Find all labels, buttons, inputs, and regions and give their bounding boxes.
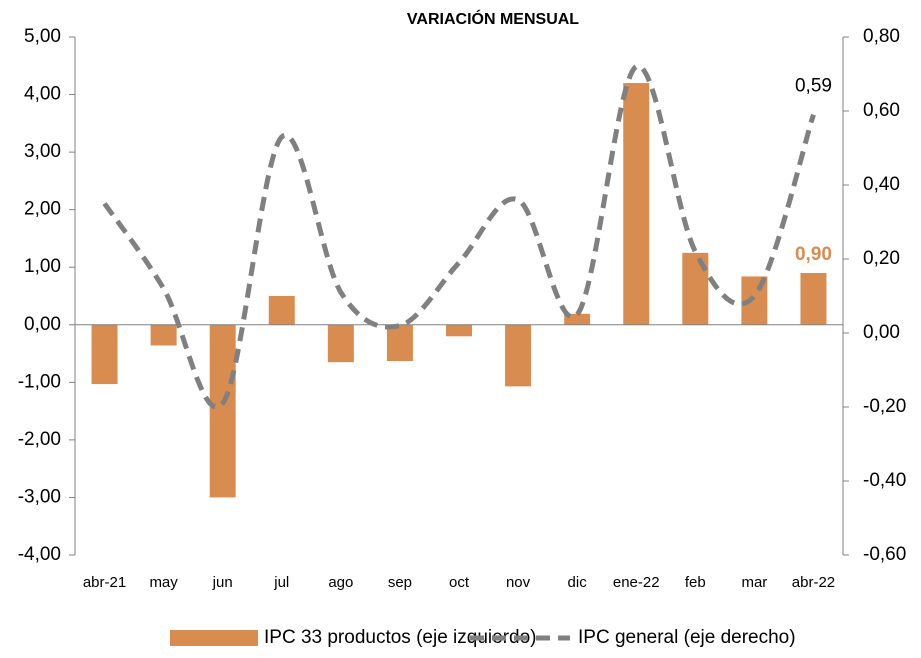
- x-tick-label: mar: [741, 574, 767, 591]
- y2-tick-label: -0,20: [863, 396, 906, 417]
- bar: [446, 324, 472, 337]
- y-tick-label: -4,00: [18, 544, 61, 565]
- x-tick-label: may: [149, 574, 178, 591]
- y-tick-label: 5,00: [24, 26, 61, 47]
- y-tick-label: 1,00: [24, 256, 61, 277]
- x-tick-label: jul: [273, 574, 289, 591]
- x-tick-label: abr-21: [83, 574, 126, 591]
- legend-label: IPC general (eje derecho): [578, 627, 796, 648]
- x-tick-label: oct: [449, 574, 470, 591]
- y-tick-label: 4,00: [24, 84, 61, 105]
- y-tick-label: -2,00: [18, 429, 61, 450]
- y2-tick-label: 0,40: [863, 174, 900, 195]
- y-tick-label: 3,00: [24, 141, 61, 162]
- y-tick-label: -3,00: [18, 486, 61, 507]
- y-tick-label: 2,00: [24, 199, 61, 220]
- bar: [268, 296, 295, 325]
- bar: [150, 324, 177, 346]
- y2-tick-label: -0,60: [863, 544, 906, 565]
- y2-tick-label: 0,60: [863, 100, 900, 121]
- x-tick-label: sep: [388, 574, 412, 591]
- y2-tick-label: 0,80: [863, 26, 900, 47]
- x-tick-label: abr-22: [792, 574, 835, 591]
- x-tick-label: ago: [328, 574, 353, 591]
- bar: [327, 324, 354, 363]
- bar: [386, 324, 413, 362]
- bar: [505, 324, 532, 387]
- x-tick-label: feb: [685, 574, 706, 591]
- legend-label: IPC 33 productos (eje izquierdo): [264, 627, 536, 648]
- line-value-label: 0,59: [795, 76, 832, 97]
- bar: [209, 324, 236, 498]
- y-tick-label: 0,00: [24, 314, 61, 335]
- bar: [800, 272, 827, 325]
- x-tick-label: jun: [212, 574, 233, 591]
- bar: [564, 313, 591, 325]
- x-tick-label: dic: [568, 574, 588, 591]
- bar: [91, 324, 118, 385]
- chart-title: VARIACIÓN MENSUAL: [407, 9, 579, 28]
- bar: [623, 83, 650, 325]
- y2-tick-label: 0,20: [863, 248, 900, 269]
- legend-swatch: [170, 630, 258, 646]
- x-tick-label: nov: [506, 574, 531, 591]
- y2-tick-label: -0,40: [863, 470, 906, 491]
- line: [102, 64, 816, 410]
- y2-tick-label: 0,00: [863, 322, 900, 343]
- x-tick-label: ene-22: [613, 574, 660, 591]
- y-tick-label: -1,00: [18, 371, 61, 392]
- bar-value-label: 0,90: [795, 244, 832, 265]
